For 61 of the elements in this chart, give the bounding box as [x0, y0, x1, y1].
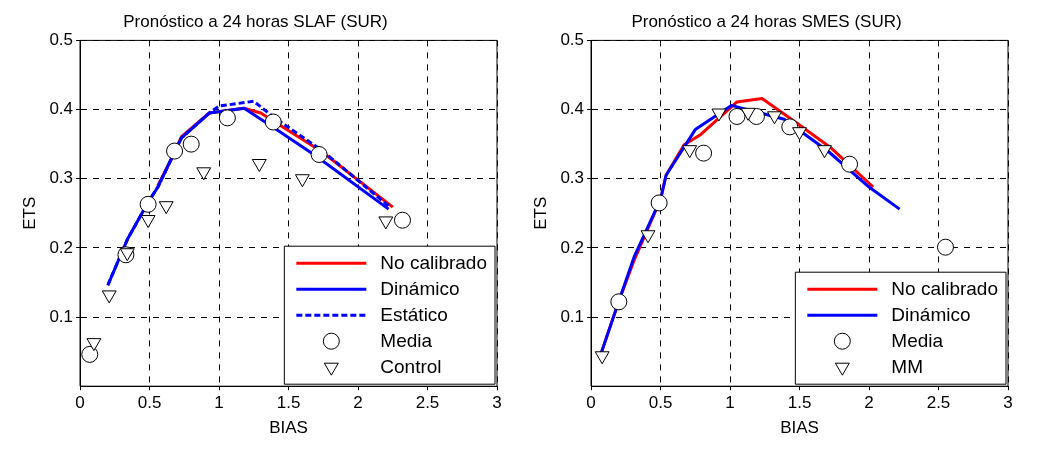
y-tick-label: 0.4 [560, 99, 585, 119]
x-tick-label: 1 [725, 393, 735, 413]
y-tick-label: 0.2 [560, 237, 585, 257]
point [166, 142, 184, 160]
legend-label: Dinámico [891, 304, 971, 326]
point [792, 127, 807, 141]
point [378, 216, 394, 230]
x-tick-label: 3 [492, 393, 502, 413]
x-tick-label: 2 [353, 393, 363, 413]
chart-title: Pronóstico a 24 horas SMES (SUR) [631, 11, 902, 31]
x-tick-label: 0 [586, 393, 596, 413]
y-tick-label: 0.4 [49, 99, 74, 119]
point [682, 145, 698, 159]
x-tick-label: 0.5 [648, 393, 673, 413]
legend-label: Control [380, 356, 442, 378]
legend-label: No calibrado [380, 252, 487, 274]
point [650, 194, 668, 212]
point [711, 108, 727, 122]
point [140, 215, 156, 229]
legend-label: No calibrado [891, 278, 998, 300]
y-tick-label: 0.1 [560, 306, 585, 326]
y-tick-label: 0.3 [49, 168, 74, 188]
point [310, 146, 328, 164]
point [86, 338, 102, 352]
x-tick-label: 0 [75, 393, 85, 413]
y-tick-label: 0.3 [560, 168, 585, 188]
legend-label: Dinámico [380, 278, 460, 300]
x-axis-title: BIAS [269, 418, 308, 438]
y-tick-label: 0.2 [49, 237, 74, 257]
point [640, 230, 656, 244]
point [841, 155, 859, 173]
y-axis-title: ETS [19, 196, 39, 230]
point [610, 293, 628, 311]
y-tick-label: 0.5 [49, 30, 74, 50]
legend-label: Estático [380, 304, 448, 326]
x-tick-label: 1.5 [276, 393, 301, 413]
legend-label: Media [380, 330, 433, 352]
point [294, 174, 310, 188]
point [767, 111, 782, 125]
y-tick-label: 0.5 [560, 30, 585, 50]
point [196, 167, 212, 181]
point [740, 107, 756, 121]
y-axis-title: ETS [530, 196, 550, 230]
point [817, 145, 832, 159]
x-axis-title: BIAS [780, 418, 819, 438]
x-tick-label: 1 [214, 393, 224, 413]
point [251, 159, 267, 173]
x-tick-label: 2.5 [926, 393, 951, 413]
point [101, 290, 117, 304]
x-tick-label: 1.5 [787, 393, 812, 413]
point [139, 195, 157, 213]
x-tick-label: 3 [1003, 393, 1013, 413]
x-tick-label: 0.5 [137, 393, 162, 413]
legend-label: MM [891, 356, 923, 378]
y-tick-label: 0.1 [49, 306, 74, 326]
chart-title: Pronóstico a 24 horas SLAF (SUR) [123, 11, 388, 31]
legend-label: Media [891, 330, 944, 352]
point [264, 113, 282, 131]
point [158, 201, 174, 215]
x-tick-label: 2 [864, 393, 874, 413]
x-tick-label: 2.5 [415, 393, 440, 413]
